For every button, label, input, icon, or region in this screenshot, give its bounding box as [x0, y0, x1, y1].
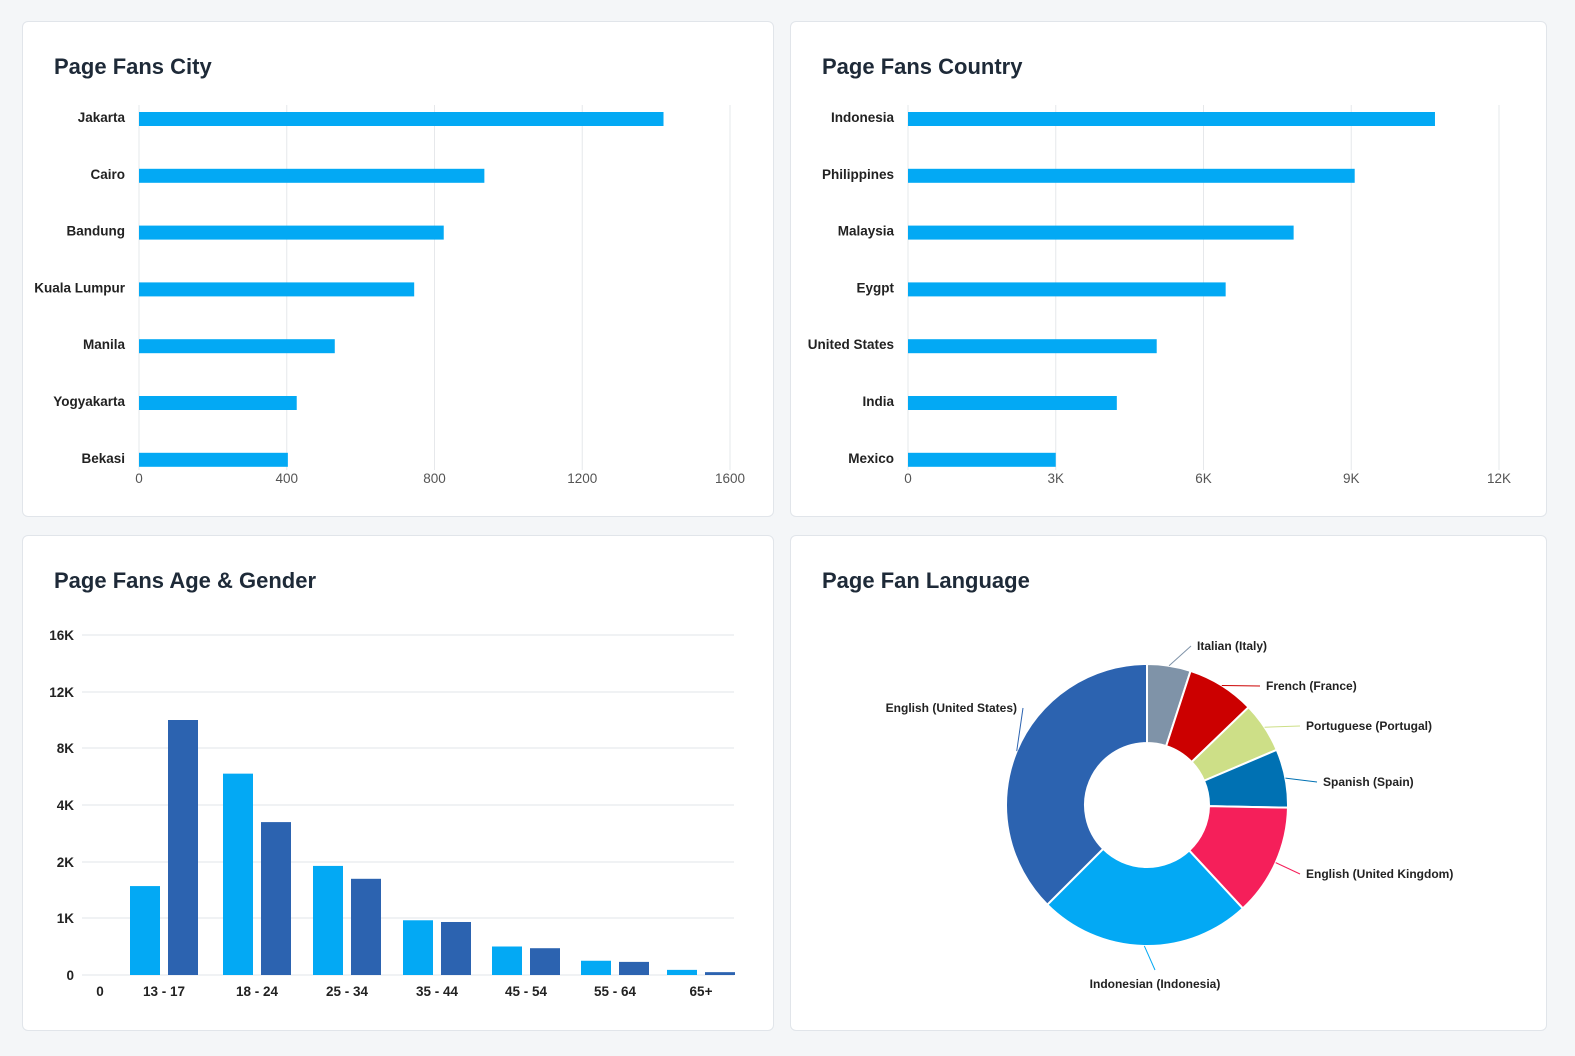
x-tick-label: 45 - 54 [505, 984, 548, 999]
bar [139, 396, 297, 410]
x-origin-label: 0 [96, 984, 104, 999]
y-tick-label: 1K [57, 911, 75, 926]
category-label: United States [808, 337, 894, 352]
city-chart-title: Page Fans City [54, 54, 212, 79]
donut-slice [1045, 847, 1245, 947]
x-tick-label: 65+ [690, 984, 713, 999]
y-tick-label: 4K [57, 798, 75, 813]
donut-slice [1005, 662, 1148, 907]
bar-series-2 [441, 921, 471, 975]
bar [908, 225, 1294, 240]
x-tick-label: 400 [275, 471, 298, 486]
x-tick-label: 6K [1195, 471, 1212, 486]
bar-series-2 [261, 822, 291, 975]
bar [908, 282, 1226, 297]
bar-series-1 [313, 865, 343, 975]
bar [139, 339, 335, 354]
language-chart-title: Page Fan Language [822, 568, 1030, 593]
bar [139, 452, 288, 467]
bar [139, 112, 664, 126]
category-label: Bandung [67, 224, 126, 239]
category-label: Philippines [822, 167, 894, 182]
category-label: Malaysia [838, 224, 895, 239]
category-label: Mexico [848, 451, 894, 466]
category-label: Indonesia [831, 110, 895, 125]
country-chart-title: Page Fans Country [822, 54, 1023, 79]
x-tick-label: 9K [1343, 471, 1360, 486]
slice-label: English (United States) [886, 701, 1017, 715]
x-tick-label: 1200 [567, 471, 597, 486]
leader-line [1016, 707, 1024, 752]
x-tick-label: 0 [904, 471, 912, 486]
country-card: Page Fans Country [790, 21, 1547, 517]
category-label: Yogyakarta [53, 394, 125, 409]
bar-series-1 [492, 946, 522, 975]
bar-series-1 [581, 960, 611, 975]
leader-line [1143, 945, 1156, 971]
slice-label: Portuguese (Portugal) [1306, 719, 1432, 733]
x-tick-label: 3K [1047, 471, 1064, 486]
slice-label: Italian (Italy) [1197, 639, 1267, 653]
category-label: Manila [83, 337, 126, 352]
bar [139, 168, 485, 183]
bar-series-1 [223, 773, 253, 975]
category-label: India [862, 394, 894, 409]
bar-series-2 [351, 878, 381, 975]
leader-line [1285, 777, 1318, 783]
x-tick-label: 12K [1487, 471, 1511, 486]
bar [908, 168, 1355, 183]
y-tick-label: 8K [57, 741, 75, 756]
city-card: Page Fans City [22, 21, 774, 517]
slice-label: French (France) [1266, 679, 1357, 693]
bar-series-2 [705, 972, 735, 975]
language-card: Page Fan Language [790, 535, 1547, 1031]
x-tick-label: 800 [423, 471, 446, 486]
x-tick-label: 13 - 17 [143, 984, 185, 999]
leader-line [1168, 645, 1192, 667]
x-tick-label: 25 - 34 [326, 984, 369, 999]
category-label: Bekasi [81, 451, 125, 466]
bar [908, 339, 1157, 354]
y-tick-label: 0 [66, 968, 74, 983]
x-tick-label: 35 - 44 [416, 984, 459, 999]
bar-series-1 [667, 969, 697, 975]
y-tick-label: 12K [49, 685, 74, 700]
leader-line [1264, 725, 1301, 728]
x-tick-label: 1600 [715, 471, 745, 486]
y-tick-label: 2K [57, 855, 75, 870]
bar-series-2 [530, 948, 560, 975]
leader-line [1221, 684, 1261, 687]
category-label: Eygpt [856, 280, 894, 295]
x-tick-label: 18 - 24 [236, 984, 279, 999]
x-tick-label: 55 - 64 [594, 984, 637, 999]
category-label: Kuala Lumpur [34, 280, 126, 295]
bar [139, 225, 444, 240]
age-gender-chart-title: Page Fans Age & Gender [54, 568, 317, 593]
bar-series-1 [403, 920, 433, 975]
slice-label: English (United Kingdom) [1306, 867, 1453, 881]
category-label: Cairo [90, 167, 125, 182]
bar [908, 112, 1435, 126]
bar [908, 452, 1056, 467]
slice-label: Indonesian (Indonesia) [1090, 977, 1221, 991]
bar-series-1 [130, 886, 160, 975]
category-label: Jakarta [78, 110, 126, 125]
bar-series-2 [619, 961, 649, 975]
leader-line [1275, 862, 1301, 875]
bar [908, 396, 1117, 410]
slice-label: Spanish (Spain) [1323, 775, 1414, 789]
bar [139, 282, 415, 297]
x-tick-label: 0 [135, 471, 143, 486]
bar-series-2 [168, 720, 198, 975]
y-tick-label: 16K [49, 628, 74, 643]
